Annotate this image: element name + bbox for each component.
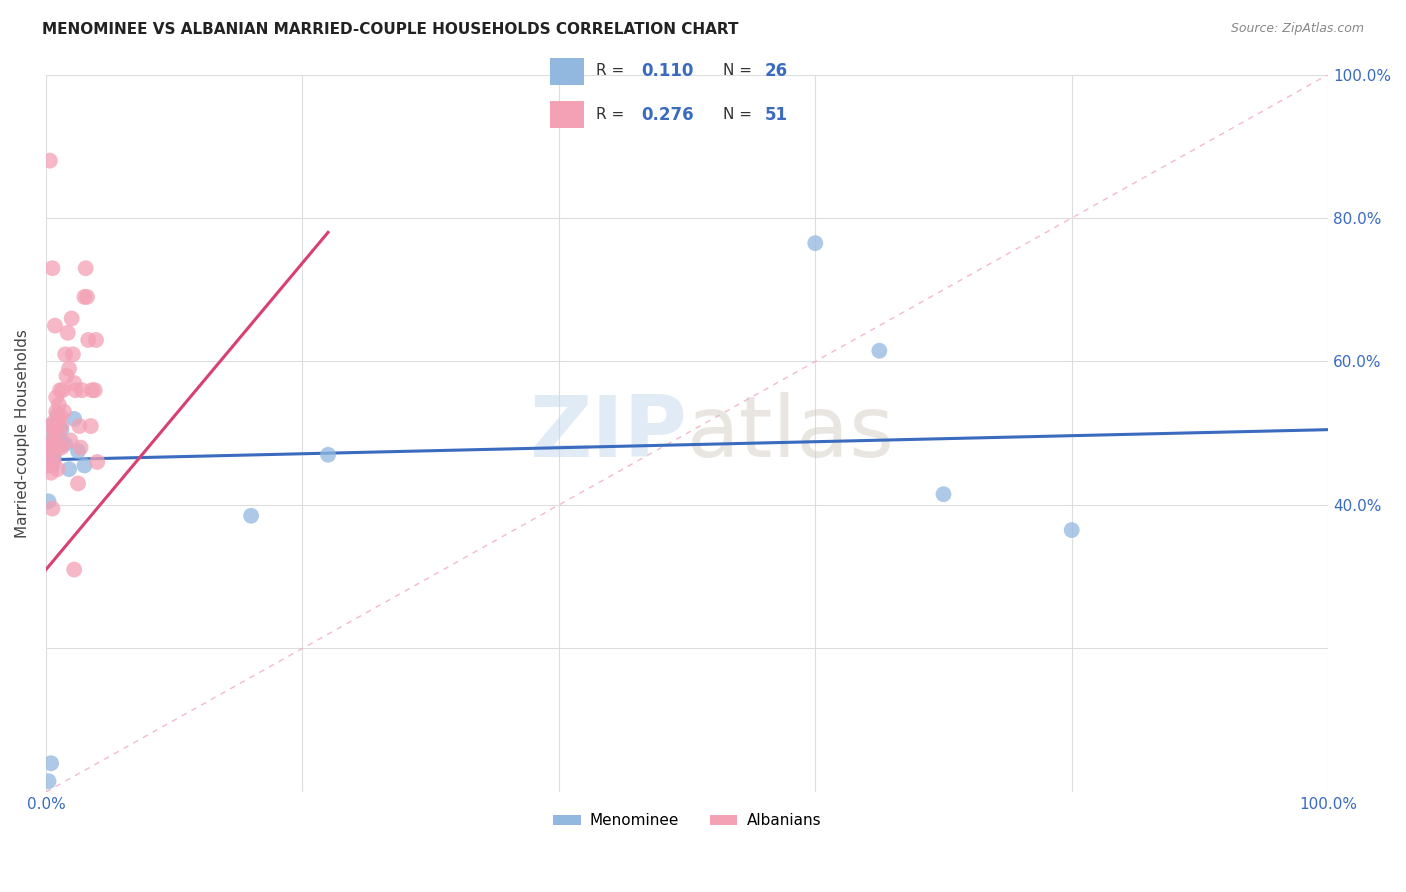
Text: Source: ZipAtlas.com: Source: ZipAtlas.com [1230, 22, 1364, 36]
Point [60, 311, 83, 326]
Point [48, 412, 70, 426]
Point [39, 756, 62, 771]
Text: 26: 26 [765, 62, 789, 80]
Point [58, 462, 80, 476]
Point [48, 441, 70, 455]
Point [66, 476, 89, 491]
Point [804, 236, 827, 251]
Text: 0.276: 0.276 [641, 105, 693, 124]
Point [44, 434, 66, 448]
Point [868, 343, 890, 358]
Point [46, 462, 69, 476]
Text: R =: R = [596, 107, 628, 122]
Point [59, 434, 82, 448]
Bar [550, 101, 583, 128]
Point [49, 383, 72, 397]
Point [38, 153, 60, 168]
Point [41, 501, 63, 516]
Point [51, 441, 73, 455]
Point [63, 412, 86, 426]
Point [38, 434, 60, 448]
Point [1060, 523, 1083, 537]
Point [41, 448, 63, 462]
Bar [550, 58, 583, 85]
Point [38, 494, 60, 508]
Point [48, 419, 70, 434]
Text: MENOMINEE VS ALBANIAN MARRIED-COUPLE HOUSEHOLDS CORRELATION CHART: MENOMINEE VS ALBANIAN MARRIED-COUPLE HOU… [42, 22, 738, 37]
Point [84, 333, 107, 347]
Point [37, 441, 59, 455]
Point [38, 441, 60, 455]
Point [932, 487, 955, 501]
Point [39, 434, 62, 448]
Point [82, 383, 104, 397]
Point [80, 419, 103, 434]
Point [38, 458, 60, 473]
Point [48, 398, 70, 412]
Legend: Menominee, Albanians: Menominee, Albanians [547, 807, 827, 835]
Point [69, 441, 91, 455]
Point [73, 290, 96, 304]
Point [46, 426, 69, 441]
Point [53, 437, 76, 451]
Point [44, 423, 66, 437]
Point [49, 409, 72, 423]
Point [46, 409, 69, 423]
Point [77, 333, 100, 347]
Point [38, 774, 60, 789]
Point [45, 390, 67, 404]
Point [70, 383, 93, 397]
Point [41, 261, 63, 276]
Point [316, 448, 339, 462]
Point [66, 444, 89, 458]
Point [51, 423, 73, 437]
Y-axis label: Married-couple Households: Married-couple Households [15, 329, 30, 538]
Point [55, 368, 77, 383]
Point [42, 451, 65, 466]
Point [83, 383, 105, 397]
Point [42, 448, 65, 462]
Point [65, 383, 87, 397]
Text: R =: R = [596, 63, 628, 78]
Point [45, 405, 67, 419]
Point [42, 416, 65, 430]
Point [51, 419, 73, 434]
Point [44, 318, 66, 333]
Point [39, 466, 62, 480]
Point [58, 361, 80, 376]
Point [86, 455, 108, 469]
Point [63, 563, 86, 577]
Point [56, 326, 79, 340]
Text: N =: N = [723, 107, 756, 122]
Point [39, 419, 62, 434]
Text: 51: 51 [765, 105, 787, 124]
Point [73, 458, 96, 473]
Point [51, 434, 73, 448]
Point [75, 261, 97, 276]
Point [42, 455, 65, 469]
Point [45, 426, 67, 441]
Point [76, 290, 98, 304]
Point [41, 458, 63, 473]
Point [38, 419, 60, 434]
Text: N =: N = [723, 63, 756, 78]
Text: 0.110: 0.110 [641, 62, 693, 80]
Point [53, 347, 76, 361]
Point [44, 434, 66, 448]
Point [52, 405, 75, 419]
Point [45, 434, 67, 448]
Point [63, 376, 86, 390]
Point [240, 508, 263, 523]
Text: ZIP: ZIP [529, 392, 688, 475]
Text: atlas: atlas [688, 392, 896, 475]
Point [62, 347, 84, 361]
Point [67, 419, 90, 434]
Point [52, 383, 75, 397]
